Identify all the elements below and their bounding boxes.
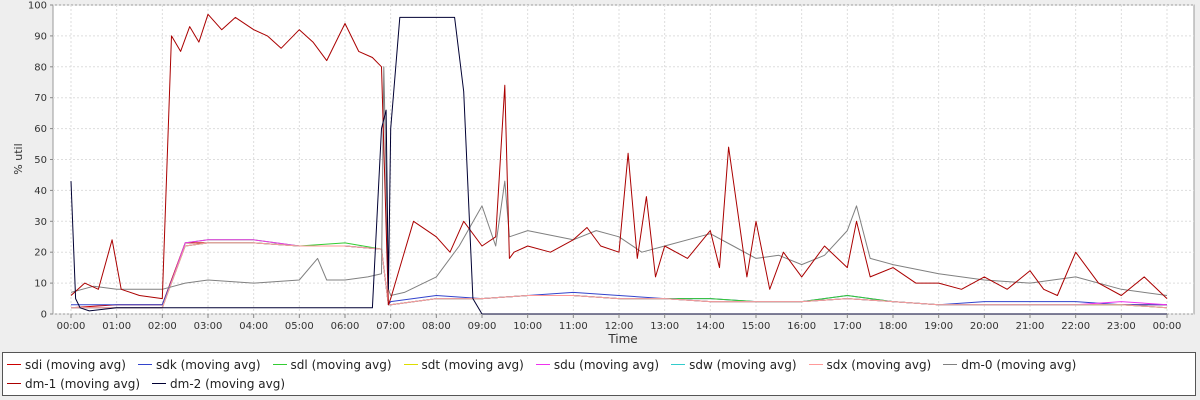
- legend-item: sdi (moving avg): [7, 355, 126, 374]
- legend-label: dm-0 (moving avg): [961, 357, 1077, 372]
- legend-item: sdw (moving avg): [671, 355, 797, 374]
- legend-label: dm-1 (moving avg): [25, 376, 141, 391]
- line-chart: 0 10 20 30 40 50 60 70 80 90 100 00:00 01:00 02:00 03…: [12, 1, 1195, 346]
- x-tick-label: 08:00: [422, 321, 451, 332]
- legend-swatch: [7, 383, 21, 384]
- x-tick-label: 20:00: [970, 321, 999, 332]
- legend-item: sdl (moving avg): [272, 355, 392, 374]
- y-tick-label: 0: [41, 310, 47, 321]
- legend-item: sdx (moving avg): [808, 355, 932, 374]
- legend-swatch: [7, 364, 21, 365]
- plot-background: [52, 4, 1195, 315]
- y-tick-label: 70: [34, 93, 47, 104]
- legend-item: dm-0 (moving avg): [943, 355, 1076, 374]
- x-axis-ticks: 00:00 01:00 02:00 03:00 04:00 05:00 06:00 07:00…: [57, 314, 1182, 332]
- x-tick-label: 00:00: [57, 321, 86, 332]
- x-tick-label: 10:00: [513, 321, 542, 332]
- y-tick-label: 100: [28, 1, 47, 12]
- legend-label: sdx (moving avg): [826, 357, 932, 372]
- legend-label: sdk (moving avg): [155, 357, 261, 372]
- legend-label: sdi (moving avg): [25, 357, 126, 372]
- x-tick-label: 15:00: [742, 321, 771, 332]
- grid-lines: [53, 4, 1194, 315]
- y-axis-label: % util: [12, 143, 25, 174]
- series-line-9: [70, 16, 1167, 315]
- x-tick-label: 06:00: [331, 321, 360, 332]
- y-tick-label: 40: [34, 186, 47, 197]
- legend-item: sdt (moving avg): [403, 355, 524, 374]
- legend-label: sdu (moving avg): [553, 357, 660, 372]
- y-tick-label: 80: [34, 62, 47, 73]
- x-tick-label: 17:00: [833, 321, 862, 332]
- legend: sdi (moving avg) sdk (moving avg) sdl (mov…: [2, 352, 1196, 396]
- legend-swatch: [808, 364, 823, 365]
- legend-label: dm-2 (moving avg): [170, 376, 286, 391]
- x-tick-label: 22:00: [1061, 321, 1090, 332]
- x-tick-label: 04:00: [239, 321, 268, 332]
- legend-swatch: [943, 364, 958, 365]
- x-tick-label: 09:00: [468, 321, 497, 332]
- x-tick-label: 23:00: [1107, 321, 1136, 332]
- series-line-7: [70, 66, 1168, 296]
- chart-area: 0 10 20 30 40 50 60 70 80 90 100 00:00 01:00 02:00 03…: [12, 1, 1195, 346]
- y-tick-label: 10: [34, 279, 47, 290]
- legend-label: sdl (moving avg): [290, 357, 392, 372]
- legend-item: dm-2 (moving avg): [152, 374, 285, 393]
- x-tick-label: 07:00: [376, 321, 405, 332]
- legend-swatch: [152, 383, 167, 384]
- legend-swatch: [403, 364, 418, 365]
- y-tick-label: 90: [34, 31, 47, 42]
- y-tick-label: 30: [34, 217, 47, 228]
- y-tick-label: 20: [34, 248, 47, 259]
- legend-label: sdt (moving avg): [421, 357, 524, 372]
- legend-item: sdk (moving avg): [137, 355, 261, 374]
- series-line-8: [70, 13, 1168, 306]
- x-tick-label: 13:00: [650, 321, 679, 332]
- y-axis-ticks: 0 10 20 30 40 50 60 70 80 90 100: [28, 1, 53, 321]
- x-tick-label: 00:00: [1153, 321, 1182, 332]
- legend-swatch: [671, 364, 686, 365]
- y-tick-label: 50: [34, 155, 47, 166]
- x-tick-label: 01:00: [102, 321, 131, 332]
- x-tick-label: 21:00: [1016, 321, 1045, 332]
- x-tick-label: 14:00: [696, 321, 725, 332]
- legend-item: sdu (moving avg): [535, 355, 660, 374]
- legend-label: sdw (moving avg): [689, 357, 797, 372]
- x-tick-label: 05:00: [285, 321, 314, 332]
- x-tick-label: 03:00: [194, 321, 223, 332]
- y-tick-label: 60: [34, 124, 47, 135]
- x-tick-label: 18:00: [879, 321, 908, 332]
- legend-item: dm-1 (moving avg): [7, 374, 140, 393]
- series-lines: [70, 13, 1168, 315]
- x-tick-label: 11:00: [559, 321, 588, 332]
- legend-swatch: [272, 364, 287, 365]
- series-line-6: [71, 242, 1168, 309]
- x-axis-label: Time: [607, 332, 637, 346]
- x-tick-label: 16:00: [787, 321, 816, 332]
- x-tick-label: 12:00: [605, 321, 634, 332]
- x-tick-label: 02:00: [148, 321, 177, 332]
- x-tick-label: 19:00: [924, 321, 953, 332]
- legend-swatch: [535, 364, 550, 365]
- legend-swatch: [137, 364, 152, 365]
